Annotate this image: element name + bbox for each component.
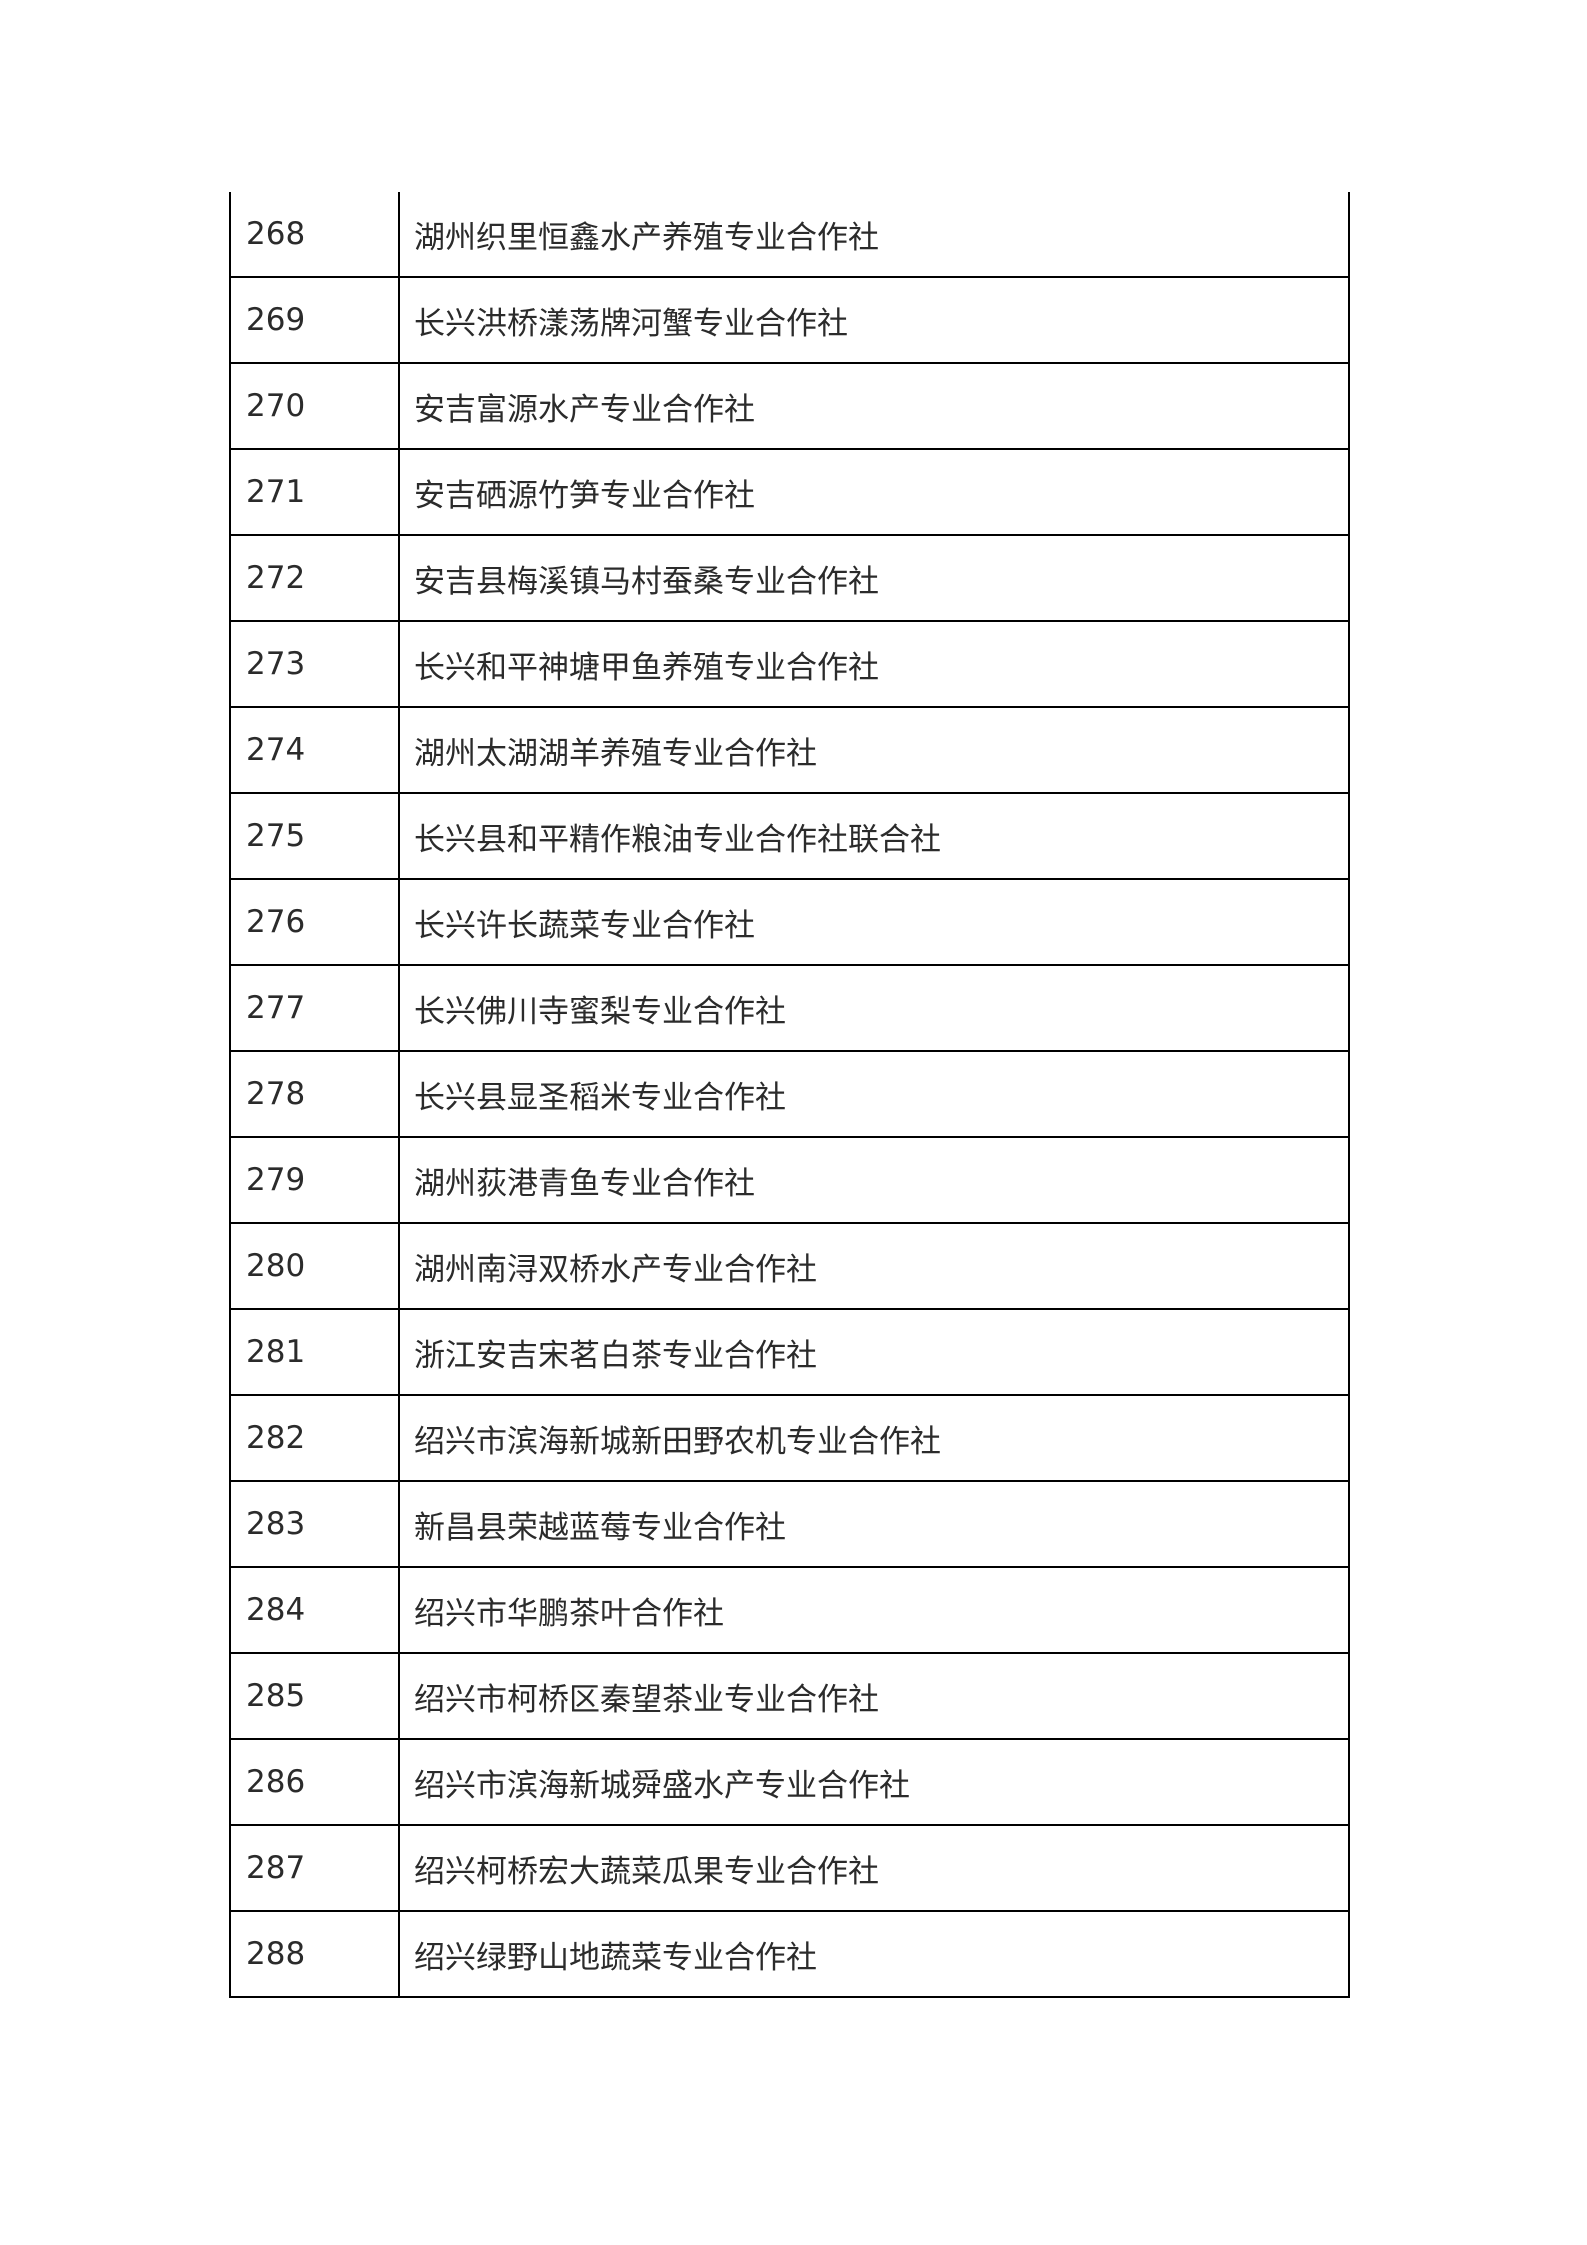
cooperative-name: 长兴洪桥漾荡牌河蟹专业合作社: [414, 305, 848, 342]
cooperative-name: 湖州织里恒鑫水产养殖专业合作社: [414, 219, 879, 256]
table-row: 272 安吉县梅溪镇马村蚕桑专业合作社: [231, 536, 1348, 622]
table-row: 271 安吉硒源竹笋专业合作社: [231, 450, 1348, 536]
row-number: 285: [231, 1654, 400, 1738]
row-number: 283: [231, 1482, 400, 1566]
row-number: 287: [231, 1826, 400, 1910]
table-row: 277 长兴佛川寺蜜梨专业合作社: [231, 966, 1348, 1052]
cooperative-name: 长兴县和平精作粮油专业合作社联合社: [414, 821, 941, 858]
table-row: 281 浙江安吉宋茗白茶专业合作社: [231, 1310, 1348, 1396]
cooperative-name: 安吉县梅溪镇马村蚕桑专业合作社: [414, 563, 879, 600]
cooperative-name: 长兴许长蔬菜专业合作社: [414, 907, 755, 944]
cooperative-name: 绍兴市滨海新城新田野农机专业合作社: [414, 1423, 941, 1460]
table-row: 284 绍兴市华鹏茶叶合作社: [231, 1568, 1348, 1654]
table-row: 274 湖州太湖湖羊养殖专业合作社: [231, 708, 1348, 794]
table-row: 286 绍兴市滨海新城舜盛水产专业合作社: [231, 1740, 1348, 1826]
table-row: 280 湖州南浔双桥水产专业合作社: [231, 1224, 1348, 1310]
row-number: 268: [231, 192, 400, 276]
table-row: 270 安吉富源水产专业合作社: [231, 364, 1348, 450]
cooperative-name: 绍兴绿野山地蔬菜专业合作社: [414, 1939, 817, 1976]
table-row: 276 长兴许长蔬菜专业合作社: [231, 880, 1348, 966]
table-row: 268 湖州织里恒鑫水产养殖专业合作社: [231, 192, 1348, 278]
cooperative-name: 长兴佛川寺蜜梨专业合作社: [414, 993, 786, 1030]
row-number: 277: [231, 966, 400, 1050]
table-row: 269 长兴洪桥漾荡牌河蟹专业合作社: [231, 278, 1348, 364]
table-row: 282 绍兴市滨海新城新田野农机专业合作社: [231, 1396, 1348, 1482]
row-number: 270: [231, 364, 400, 448]
row-number: 274: [231, 708, 400, 792]
table-row: 287 绍兴柯桥宏大蔬菜瓜果专业合作社: [231, 1826, 1348, 1912]
table-row: 285 绍兴市柯桥区秦望茶业专业合作社: [231, 1654, 1348, 1740]
row-number: 276: [231, 880, 400, 964]
cooperative-table: 268 湖州织里恒鑫水产养殖专业合作社 269 长兴洪桥漾荡牌河蟹专业合作社 270 安吉…: [229, 192, 1350, 1998]
cooperative-name: 绍兴市柯桥区秦望茶业专业合作社: [414, 1681, 879, 1718]
cooperative-name: 湖州荻港青鱼专业合作社: [414, 1165, 755, 1202]
cooperative-name: 新昌县荣越蓝莓专业合作社: [414, 1509, 786, 1546]
cooperative-name: 绍兴市华鹏茶叶合作社: [414, 1595, 724, 1632]
row-number: 288: [231, 1912, 400, 1996]
cooperative-name: 安吉富源水产专业合作社: [414, 391, 755, 428]
row-number: 281: [231, 1310, 400, 1394]
cooperative-name: 绍兴市滨海新城舜盛水产专业合作社: [414, 1767, 910, 1804]
row-number: 279: [231, 1138, 400, 1222]
table-row: 275 长兴县和平精作粮油专业合作社联合社: [231, 794, 1348, 880]
row-number: 271: [231, 450, 400, 534]
cooperative-name: 湖州南浔双桥水产专业合作社: [414, 1251, 817, 1288]
row-number: 273: [231, 622, 400, 706]
row-number: 286: [231, 1740, 400, 1824]
cooperative-name: 安吉硒源竹笋专业合作社: [414, 477, 755, 514]
row-number: 272: [231, 536, 400, 620]
row-number: 282: [231, 1396, 400, 1480]
row-number: 278: [231, 1052, 400, 1136]
table-row: 279 湖州荻港青鱼专业合作社: [231, 1138, 1348, 1224]
table-row: 283 新昌县荣越蓝莓专业合作社: [231, 1482, 1348, 1568]
cooperative-name: 长兴县显圣稻米专业合作社: [414, 1079, 786, 1116]
row-number: 275: [231, 794, 400, 878]
cooperative-name: 湖州太湖湖羊养殖专业合作社: [414, 735, 817, 772]
table-row: 288 绍兴绿野山地蔬菜专业合作社: [231, 1912, 1348, 1998]
row-number: 284: [231, 1568, 400, 1652]
table-row: 278 长兴县显圣稻米专业合作社: [231, 1052, 1348, 1138]
cooperative-name: 绍兴柯桥宏大蔬菜瓜果专业合作社: [414, 1853, 879, 1890]
cooperative-name: 浙江安吉宋茗白茶专业合作社: [414, 1337, 817, 1374]
row-number: 269: [231, 278, 400, 362]
table-row: 273 长兴和平神塘甲鱼养殖专业合作社: [231, 622, 1348, 708]
row-number: 280: [231, 1224, 400, 1308]
cooperative-name: 长兴和平神塘甲鱼养殖专业合作社: [414, 649, 879, 686]
